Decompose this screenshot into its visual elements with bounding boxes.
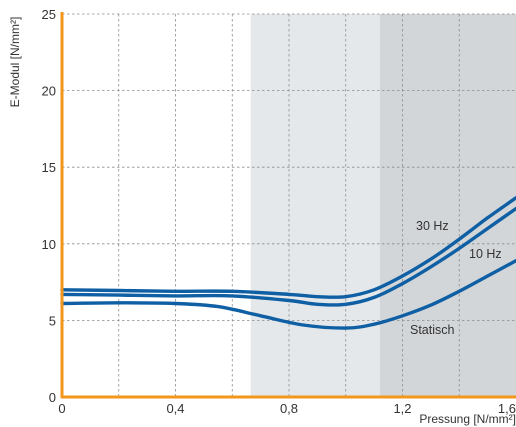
y-tick-label: 20: [42, 84, 56, 99]
series-label-10hz: 10 Hz: [469, 247, 502, 261]
y-tick-label: 25: [42, 7, 56, 22]
x-tick-label: 0,8: [280, 401, 298, 416]
shaded-region-1: [251, 14, 380, 397]
y-tick-label: 0: [49, 390, 56, 405]
y-tick-label: 5: [49, 313, 56, 328]
x-tick-label: 0,4: [166, 401, 184, 416]
series-label-statisch: Statisch: [410, 323, 455, 337]
shaded-region-2: [380, 14, 516, 397]
y-tick-label: 10: [42, 237, 56, 252]
shaded-regions: [251, 14, 516, 397]
series-label-30hz: 30 Hz: [416, 219, 449, 233]
x-axis-label: Pressung [N/mm²]: [419, 412, 516, 426]
x-tick-label: 1,2: [393, 401, 411, 416]
x-tick-label: 0: [58, 401, 65, 416]
y-tick-label: 15: [42, 160, 56, 175]
y-axis-label: E-Modul [N/mm²]: [8, 17, 22, 108]
